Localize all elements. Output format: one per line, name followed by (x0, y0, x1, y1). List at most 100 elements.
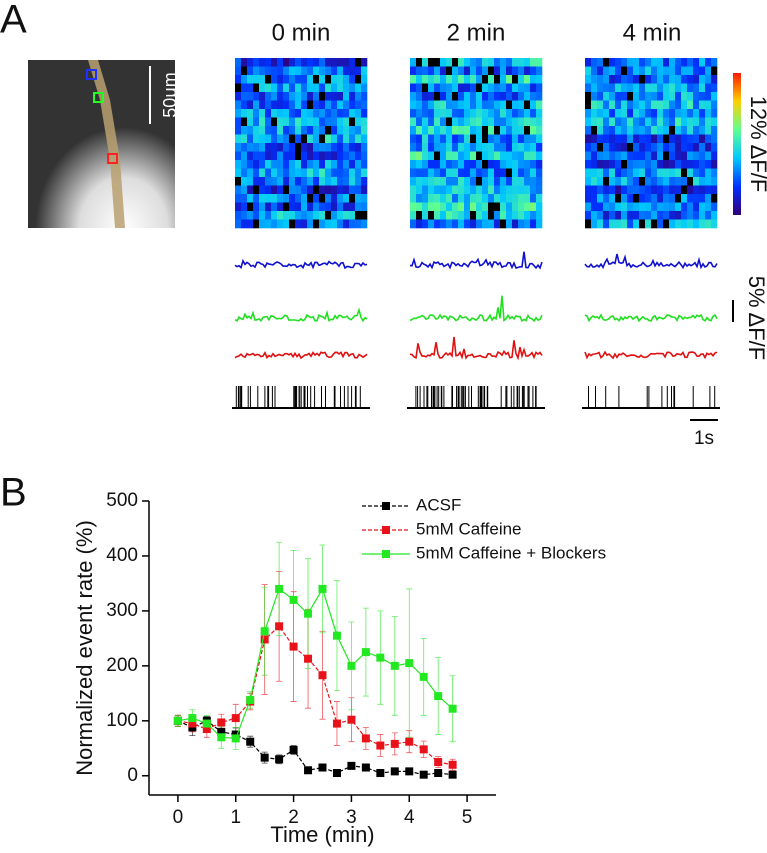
heatmap-cell (259, 143, 266, 152)
heatmap-cell (337, 117, 344, 127)
heatmap-cell (355, 92, 362, 101)
heatmap-cell (422, 143, 429, 152)
heatmap-cell (506, 143, 513, 152)
heatmap-cell (301, 109, 308, 118)
heatmap-cell (687, 83, 694, 93)
heatmap-cell (675, 100, 682, 110)
heatmap-cell (693, 168, 700, 178)
heatmap-cell (476, 160, 483, 169)
heatmap-cell (283, 151, 290, 161)
heatmap-cell (464, 160, 471, 169)
heatmap-cell (355, 117, 362, 127)
heatmap-cell (307, 177, 314, 186)
heatmap-cell (621, 75, 628, 84)
heatmap-cell (307, 143, 314, 152)
heatmap-cell (247, 109, 254, 118)
heatmap-cell (265, 151, 272, 161)
heatmap-cell (536, 134, 543, 144)
heatmap-cell (428, 75, 435, 84)
heatmap-cell (301, 126, 308, 135)
heatmap-cell (446, 219, 453, 229)
heatmap-cell (265, 219, 272, 229)
heatmap-cell (615, 117, 622, 127)
heatmap-cell (518, 134, 525, 144)
heatmap-cell (325, 126, 332, 135)
heatmap-cell (265, 109, 272, 118)
heatmap-cell (253, 143, 260, 152)
heatmap-cell (343, 151, 350, 161)
heatmap-cell (482, 219, 489, 229)
heatmap-cell (681, 134, 688, 144)
heatmap-cell (645, 66, 652, 76)
heatmap-cell (657, 160, 664, 169)
heatmap-cell (639, 143, 646, 152)
heatmap-cell (693, 160, 700, 169)
heatmap-cell (633, 126, 640, 135)
heatmap-cell (325, 185, 332, 195)
heatmap-cell (307, 117, 314, 127)
heatmap-cell (313, 58, 320, 67)
heatmap-cell (355, 100, 362, 110)
heatmap-cell (663, 168, 670, 178)
heatmap-cell (530, 92, 537, 101)
heatmap-cell (265, 75, 272, 84)
heatmap-cell (699, 58, 706, 67)
heatmap-cell (440, 109, 447, 118)
heatmap-cell (410, 194, 417, 203)
heatmap-cell (446, 211, 453, 220)
heatmap-cell (289, 126, 296, 135)
heatmap-cell (711, 109, 718, 118)
heatmap-cell (591, 75, 598, 84)
heatmap-cell (283, 168, 290, 178)
heatmap-cell (464, 143, 471, 152)
heatmap-cell (585, 202, 592, 212)
heatmap-cell (416, 83, 423, 93)
heatmap-cell (235, 83, 242, 93)
heatmap-cell (711, 177, 718, 186)
chart: 0 100 200 300 400 500 0 1 2 3 4 5 Time (min) Normaliz… (72, 490, 606, 847)
heatmap-cell (675, 92, 682, 101)
heatmap-cell (518, 109, 525, 118)
heatmap-cell (663, 66, 670, 76)
heatmap-cell (657, 66, 664, 76)
heatmap-cell (687, 194, 694, 203)
heatmap-cell (283, 92, 290, 101)
heatmap-cell (464, 151, 471, 161)
heatmap-cell (639, 168, 646, 178)
heatmap-cell (506, 211, 513, 220)
heatmap-cell (434, 126, 441, 135)
heatmap-cell (627, 143, 634, 152)
heatmap-cell (259, 177, 266, 186)
heatmap-cell (711, 83, 718, 93)
heatmap-cell (452, 143, 459, 152)
heatmap-cell (681, 66, 688, 76)
heatmap-cell (524, 185, 531, 195)
heatmap-cell (253, 185, 260, 195)
heatmap-cell (488, 202, 495, 212)
data-point (434, 692, 443, 701)
heatmap-cell (271, 83, 278, 93)
heatmap-cell (609, 202, 616, 212)
heatmap-cell (452, 58, 459, 67)
heatmap-cell (687, 168, 694, 178)
heatmap-cell (283, 177, 290, 186)
heatmap-cell (307, 134, 314, 144)
heatmap-cell (675, 185, 682, 195)
heatmap-cell (247, 83, 254, 93)
heatmap-cell (428, 160, 435, 169)
heatmap-cell (355, 194, 362, 203)
heatmap-cell (609, 168, 616, 178)
heatmap-cell (500, 134, 507, 144)
data-point (448, 770, 457, 779)
data-point (347, 661, 356, 670)
heatmap-cell (488, 75, 495, 84)
heatmap-cell (247, 66, 254, 76)
heatmap-cell (355, 177, 362, 186)
heatmap-cell (410, 58, 417, 67)
heatmap-cell (530, 100, 537, 110)
heatmap-cell (621, 177, 628, 186)
heatmap-cell (313, 100, 320, 110)
heatmap-cell (271, 66, 278, 76)
heatmap-cell (265, 58, 272, 67)
heatmap-cell (482, 194, 489, 203)
